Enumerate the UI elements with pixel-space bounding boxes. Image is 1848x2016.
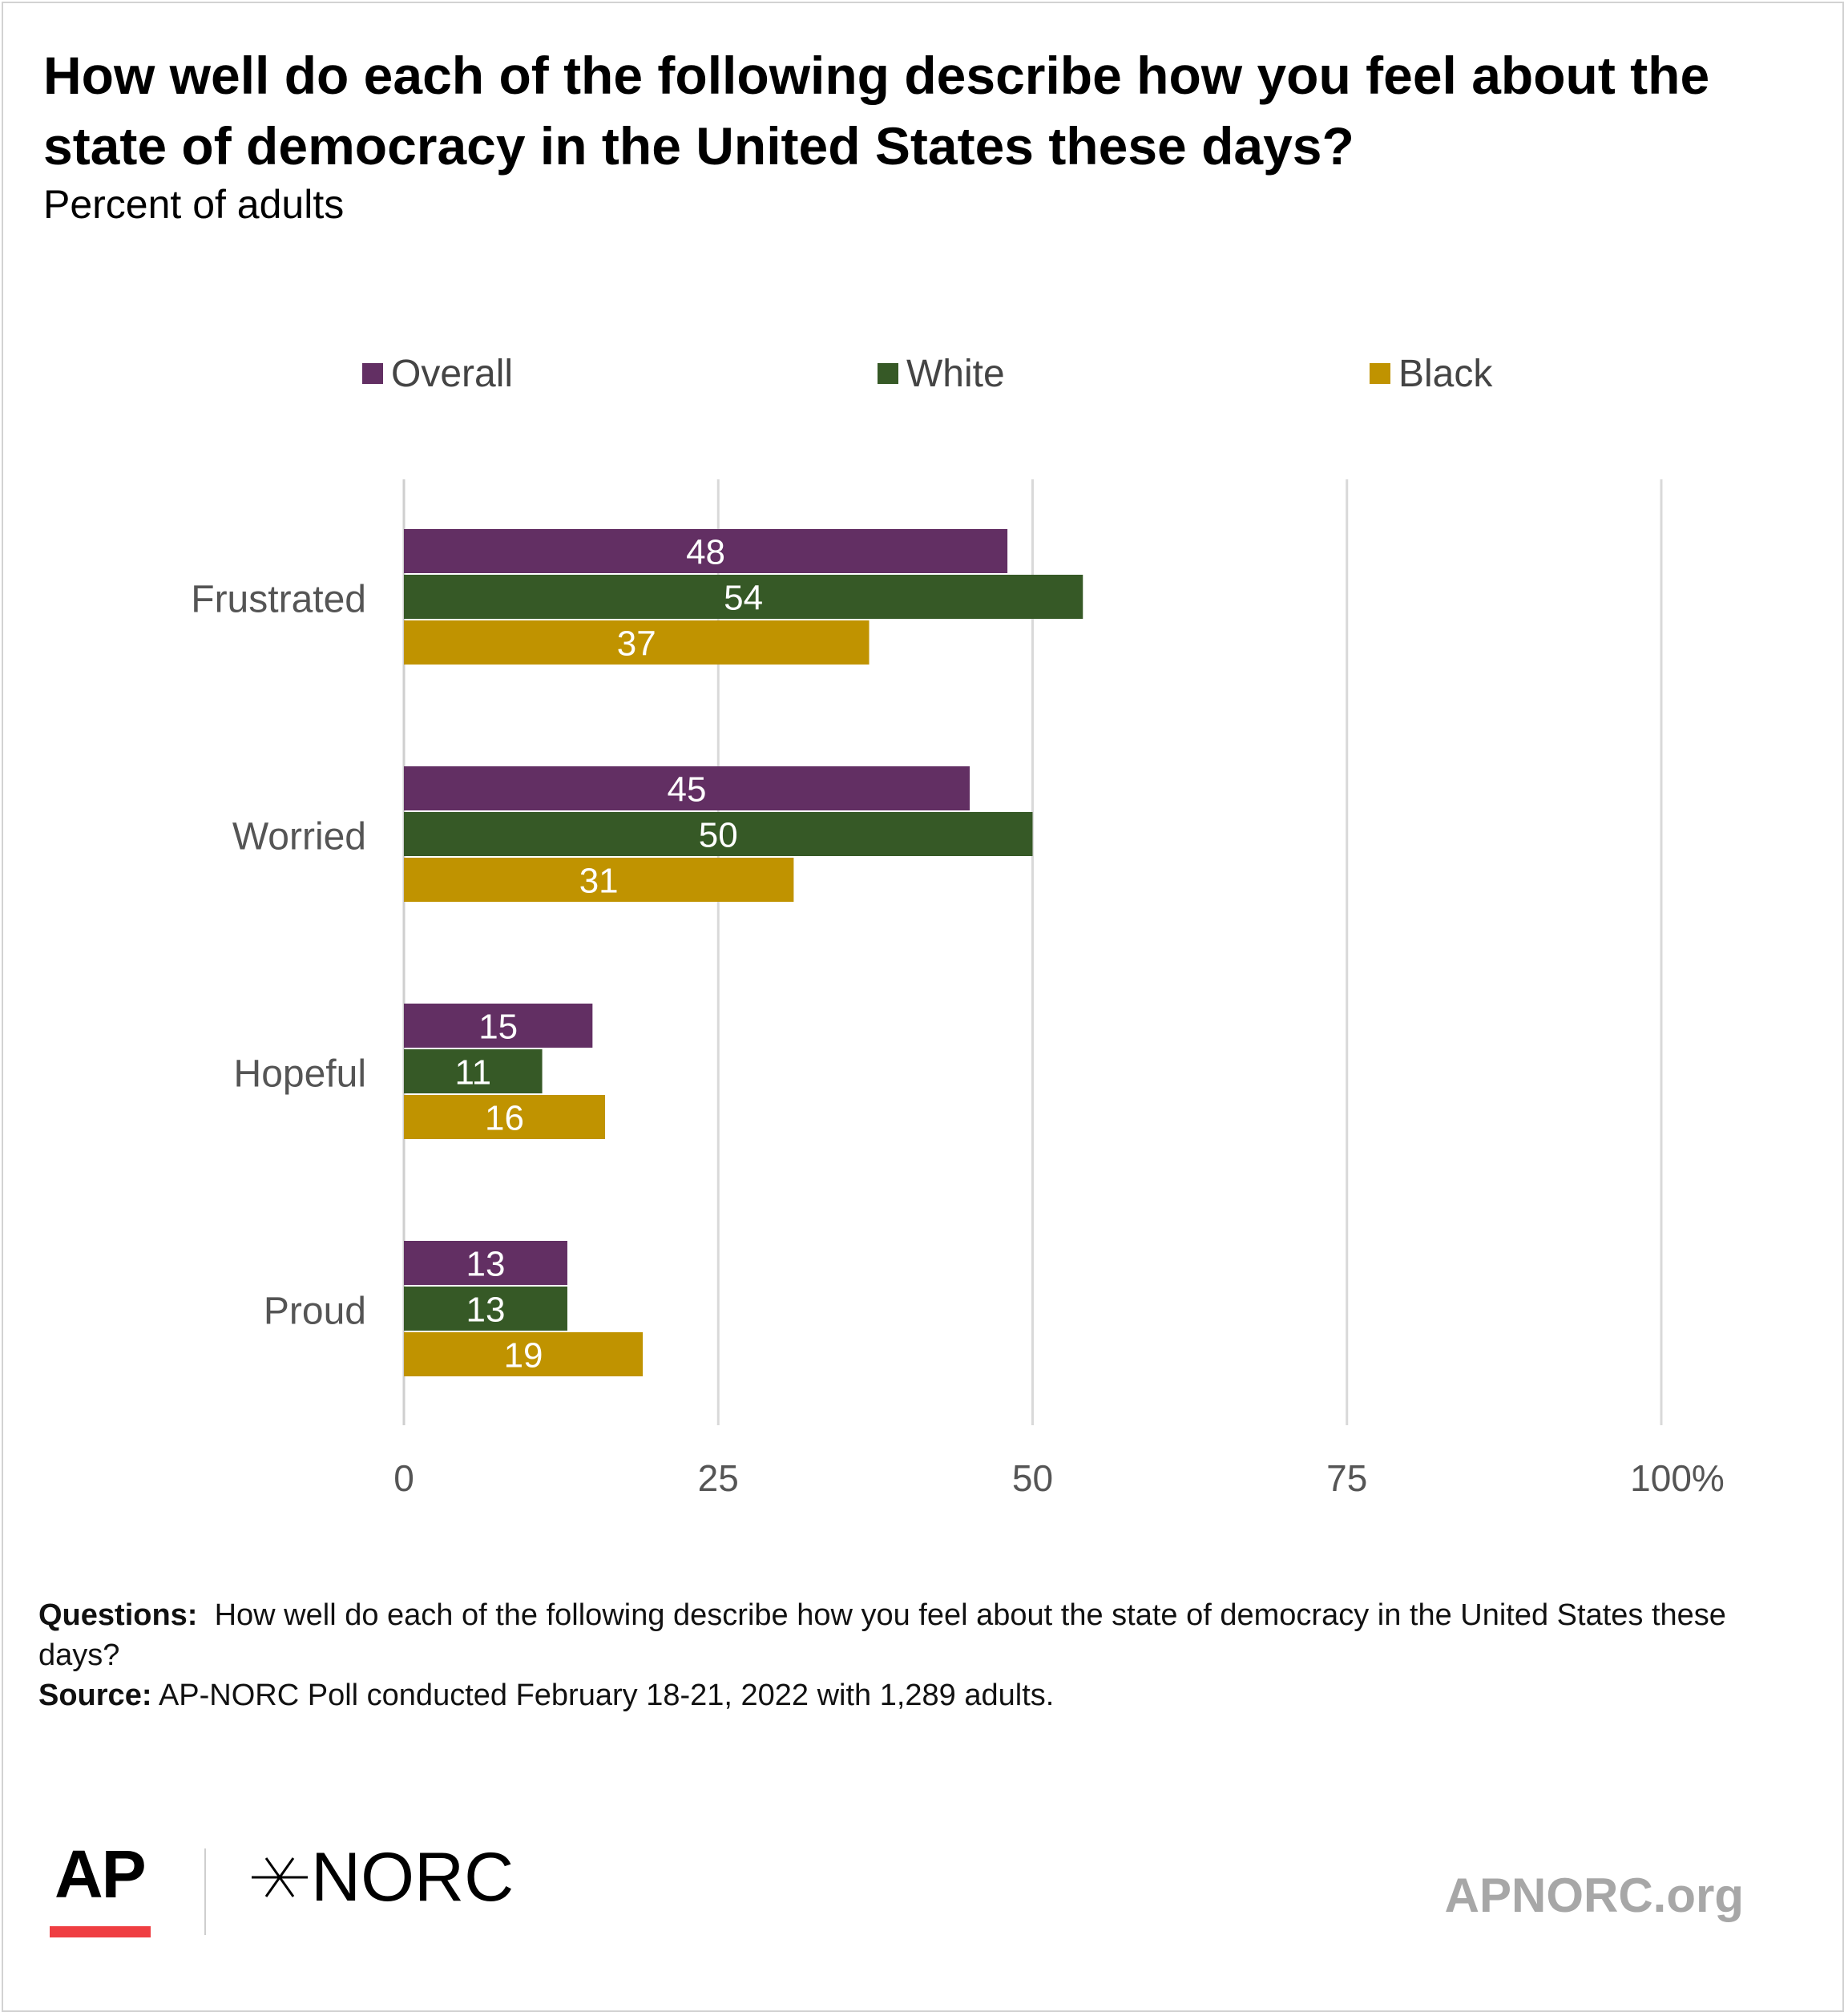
data-label-worried-white: 50	[699, 816, 738, 855]
legend-label-white: White	[906, 352, 1005, 395]
ap-logo-underline	[50, 1926, 151, 1937]
bar-worried-overall	[404, 766, 970, 810]
x-tick-label-25: 25	[698, 1457, 739, 1499]
data-label-hopeful-overall: 15	[478, 1008, 518, 1047]
data-label-worried-overall: 45	[668, 770, 707, 810]
site-url: APNORC.org	[1444, 1869, 1744, 1922]
bar-frustrated-black	[404, 620, 870, 665]
x-tick-label-0: 0	[393, 1457, 414, 1499]
data-label-frustrated-black: 37	[617, 624, 656, 664]
category-label-proud: Proud	[264, 1291, 366, 1333]
norc-star-icon	[252, 1857, 308, 1897]
x-tick-label-100: 100%	[1630, 1457, 1725, 1499]
legend-label-black: Black	[1398, 352, 1493, 395]
x-tick-label-75: 75	[1326, 1457, 1367, 1499]
bar-proud-white	[404, 1287, 567, 1331]
bar-proud-overall	[404, 1241, 567, 1285]
data-label-hopeful-white: 11	[454, 1053, 491, 1093]
source-text: AP-NORC Poll conducted February 18-21, 2…	[158, 1679, 1055, 1712]
category-label-worried: Worried	[232, 816, 366, 859]
chart-subtitle: Percent of adults	[43, 182, 345, 227]
bar-worried-white	[404, 812, 1033, 856]
source-label: Source:	[38, 1679, 152, 1712]
data-label-frustrated-overall: 48	[686, 533, 725, 572]
questions-note: Questions: How well do each of the follo…	[38, 1595, 1802, 1675]
bar-frustrated-overall	[404, 529, 1008, 573]
category-label-frustrated: Frustrated	[191, 579, 366, 621]
bar-frustrated-white	[404, 575, 1083, 619]
source-note: Source: AP-NORC Poll conducted February …	[38, 1675, 1802, 1715]
data-label-proud-white: 13	[466, 1291, 506, 1330]
legend-swatch-black	[1370, 363, 1390, 384]
legend-label-overall: Overall	[391, 352, 514, 395]
norc-logo: NORC	[248, 1839, 514, 1916]
bar-hopeful-white	[404, 1049, 543, 1093]
logo-divider	[204, 1848, 206, 1935]
data-label-proud-black: 19	[504, 1336, 543, 1376]
category-label-hopeful: Hopeful	[234, 1053, 366, 1096]
questions-text: How well do each of the following descri…	[38, 1598, 1726, 1672]
data-label-hopeful-black: 16	[485, 1099, 524, 1138]
bar-worried-black	[404, 858, 794, 902]
legend-swatch-overall	[362, 363, 383, 384]
legend-item-overall: Overall	[362, 351, 513, 396]
data-label-worried-black: 31	[579, 862, 619, 901]
questions-label: Questions:	[38, 1598, 198, 1632]
chart-title: How well do each of the following descri…	[43, 46, 1710, 176]
norc-wordmark: NORC	[311, 1839, 514, 1916]
data-label-frustrated-white: 54	[724, 579, 763, 618]
bar-hopeful-black	[404, 1095, 606, 1139]
legend-item-black: Black	[1370, 351, 1492, 396]
chart-notes: Questions: How well do each of the follo…	[38, 1595, 1802, 1715]
legend-item-white: White	[878, 351, 1005, 396]
bar-chart: 0 25 50 75 100% Frustrated 48 54 37 Worried 45 50 31…	[191, 479, 1725, 1499]
legend-swatch-white	[878, 363, 898, 384]
ap-logo: AP	[54, 1836, 147, 1912]
data-label-proud-overall: 13	[466, 1245, 506, 1284]
x-tick-label-50: 50	[1012, 1457, 1053, 1499]
bar-hopeful-overall	[404, 1004, 593, 1048]
bar-proud-black	[404, 1332, 644, 1376]
